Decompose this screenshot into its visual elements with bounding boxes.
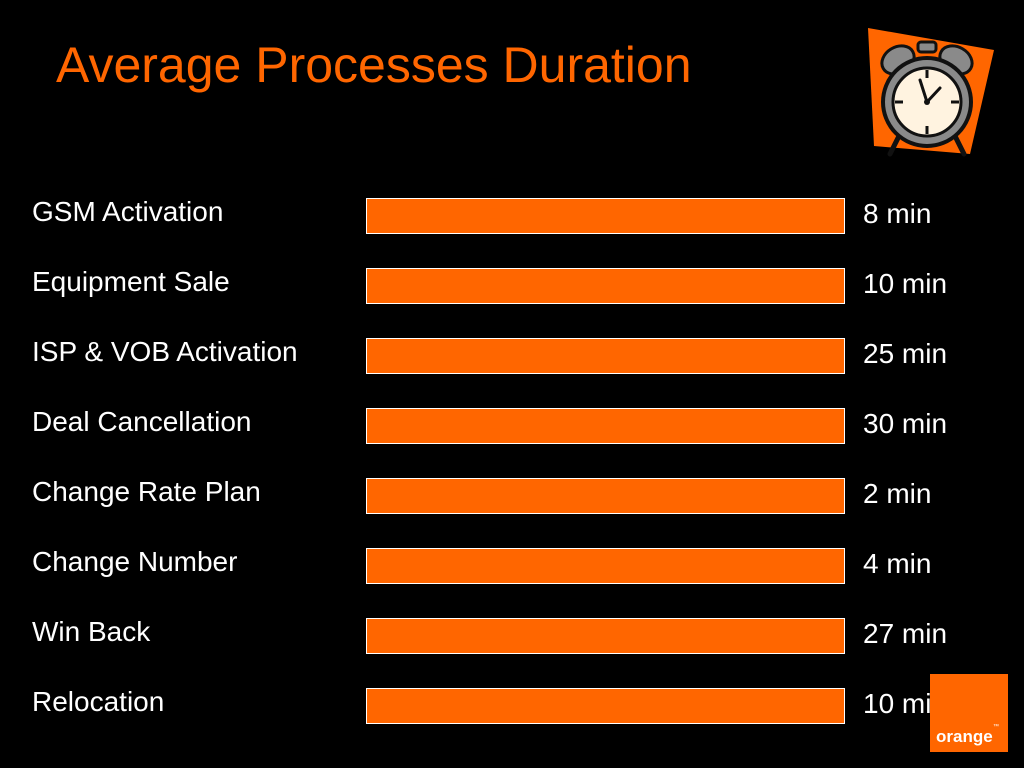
process-label: ISP & VOB Activation	[32, 336, 298, 367]
process-duration-value: 25 min	[863, 338, 948, 369]
process-bar	[366, 548, 845, 584]
process-bar	[366, 688, 845, 724]
process-bar	[366, 198, 845, 234]
orange-logo-text: orange	[936, 727, 993, 746]
process-duration-value: 8 min	[863, 198, 932, 229]
process-bar	[366, 408, 845, 444]
orange-logo-trademark: ™	[993, 724, 999, 730]
slide-title: Average Processes Duration	[56, 37, 692, 93]
process-bar	[366, 618, 845, 654]
process-label: Deal Cancellation	[32, 406, 252, 437]
process-label: Change Number	[32, 546, 238, 577]
process-label: Win Back	[32, 616, 151, 647]
process-duration-value: 10 min	[863, 268, 948, 299]
process-bar	[366, 268, 845, 304]
process-label: GSM Activation	[32, 196, 224, 227]
process-label: Relocation	[32, 686, 165, 717]
process-duration-value: 27 min	[863, 618, 948, 649]
process-duration-value: 4 min	[863, 548, 932, 579]
process-label: Equipment Sale	[32, 266, 230, 297]
process-bar	[366, 478, 845, 514]
process-label: Change Rate Plan	[32, 476, 261, 507]
process-bar	[366, 338, 845, 374]
orange-logo: orange ™	[930, 674, 1008, 752]
process-duration-value: 2 min	[863, 478, 932, 509]
process-duration-value: 30 min	[863, 408, 948, 439]
alarm-clock-icon	[868, 28, 994, 157]
